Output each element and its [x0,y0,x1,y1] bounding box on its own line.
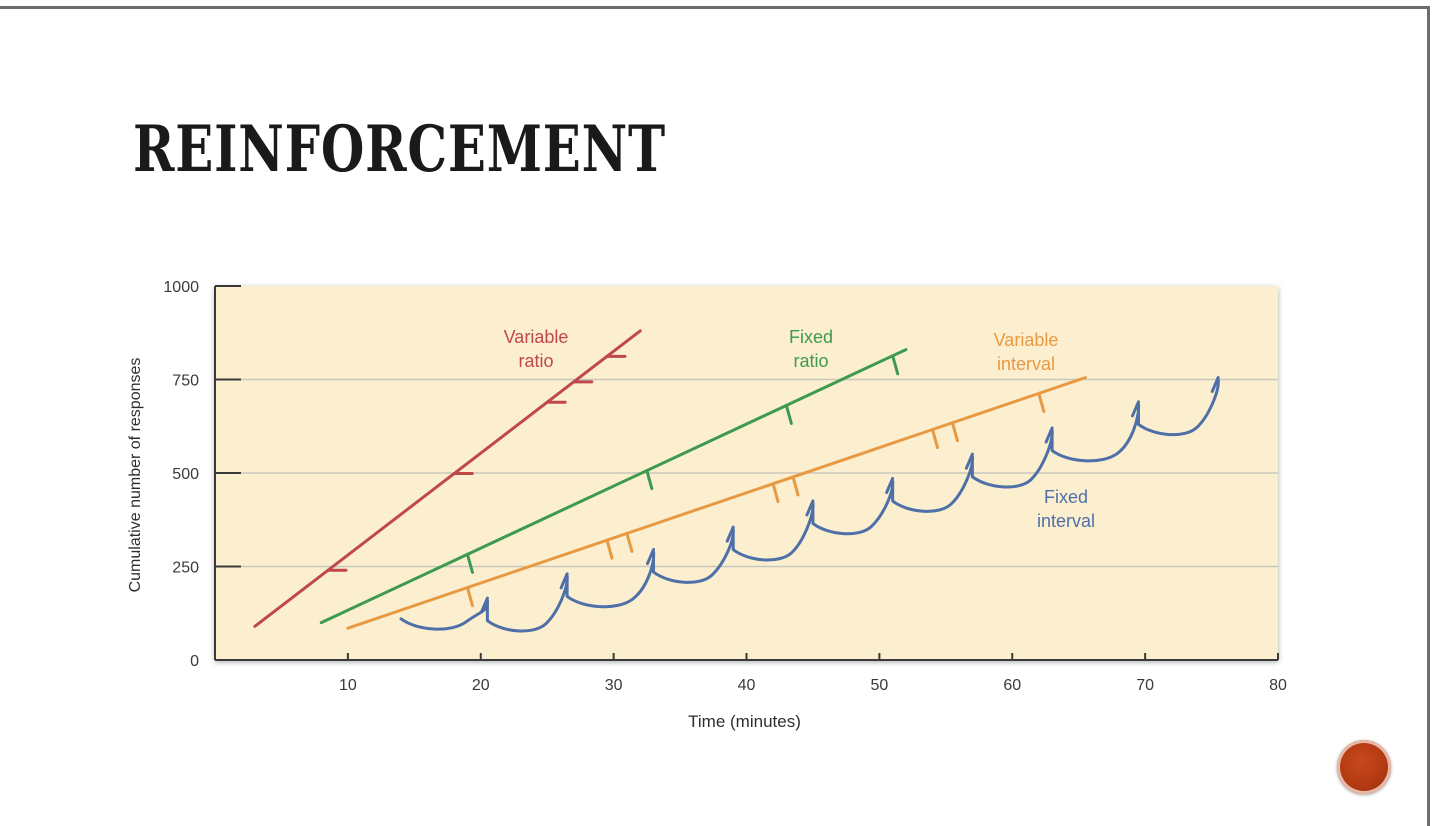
series-line [253,329,642,628]
series-variable-interval [346,376,1087,630]
reinforcement-mark [1037,391,1046,413]
series-variable-ratio [253,329,642,628]
series-line [319,348,908,625]
y-axis-label: Cumulative number of responses [127,358,144,593]
axes: 0 250 500 750 1000 10 20 30 40 50 60 70 80 [163,279,1287,694]
labels-layer: Time (minutes) Cumulative number of respo… [127,327,1095,731]
reinforcement-mark [784,403,793,425]
fixed-interval-peak [725,525,735,543]
slide-border [0,6,1430,826]
fixed-interval-peak [559,572,569,590]
series-label: interval [1037,511,1095,531]
y-tick-label: 750 [172,373,199,390]
x-axis-label: Time (minutes) [688,712,801,731]
y-tick-label: 500 [172,466,199,483]
reinforcement-mark [625,531,634,553]
y-tick-label: 1000 [163,279,199,296]
reinforcement-mark [465,552,474,574]
x-tick-label: 50 [870,677,888,694]
fixed-interval-peak [964,452,974,470]
fixed-interval-peak [805,499,815,517]
x-tick-label: 10 [339,677,357,694]
fixed-interval-peak [1044,426,1054,444]
series-label: Fixed [789,327,833,347]
reinforcement-mark [771,482,780,504]
series-label: Fixed [1044,487,1088,507]
series-label: interval [997,354,1055,374]
y-tick-label: 250 [172,560,199,577]
fixed-interval-curve [399,378,1220,633]
x-tick-label: 20 [472,677,490,694]
reinforcement-mark [950,421,959,443]
x-tick-label: 60 [1003,677,1021,694]
reinforcement-mark [931,428,940,450]
slide-title: REINFORCEMENT [133,112,666,187]
series-label: ratio [518,351,553,371]
reinforcement-mark [891,354,900,376]
fixed-interval-peak [885,476,895,494]
reinforcement-mark [791,475,800,497]
reinforcement-mark [465,586,474,608]
fixed-interval-peak [1130,400,1140,418]
x-tick-label: 70 [1136,677,1154,694]
series-label: Variable [994,330,1059,350]
x-tick-label: 80 [1269,677,1287,694]
y-tick-label: 0 [190,653,199,670]
series-label: Variable [504,327,569,347]
x-tick-label: 40 [738,677,756,694]
reinforcement-mark [605,538,614,560]
reinforcement-mark [645,469,654,491]
reinforcement-chart: 0 250 500 750 1000 10 20 30 40 50 60 70 80 Time (min… [127,279,1287,731]
fixed-interval-peak [479,596,489,614]
fixed-interval-peak [645,548,655,566]
series-layer [253,329,1220,633]
next-slide-button[interactable] [1337,740,1391,794]
x-tick-label: 30 [605,677,623,694]
series-label: ratio [793,351,828,371]
series-fixed-ratio [319,348,908,625]
fixed-interval-peak [1210,376,1220,393]
grid-lines [215,378,1278,568]
series-line [346,376,1087,630]
series-fixed-interval [399,376,1220,633]
